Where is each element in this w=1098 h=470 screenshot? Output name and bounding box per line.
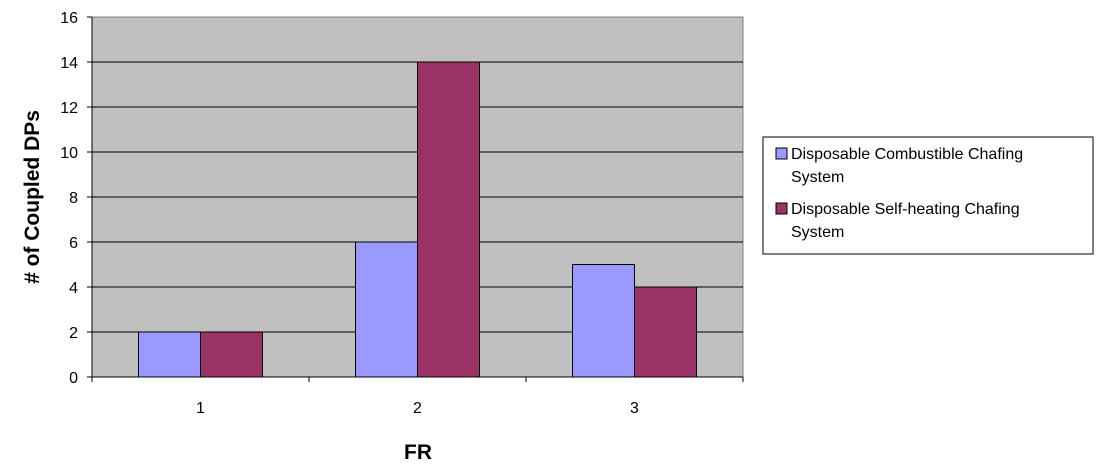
x-tick-label: 2 (413, 400, 422, 417)
bar (139, 332, 201, 377)
legend-swatch (776, 148, 787, 159)
y-tick-labels: 0 2 4 6 8 10 12 14 16 (60, 10, 78, 387)
legend-label: Disposable Combustible Chafing (791, 146, 1023, 163)
legend: Disposable Combustible Chafing System Disp… (763, 137, 1093, 254)
y-tick-label: 12 (60, 100, 78, 117)
bar (356, 242, 418, 377)
y-tick-label: 6 (69, 235, 78, 252)
bar (418, 62, 480, 377)
legend-label: System (791, 224, 844, 241)
bar (201, 332, 263, 377)
legend-swatch (776, 203, 787, 214)
bar (573, 265, 635, 378)
y-tick-label: 0 (69, 370, 78, 387)
y-tick-label: 8 (69, 190, 78, 207)
y-axis-title: # of Coupled DPs (21, 110, 44, 284)
x-tick-labels: 1 2 3 (196, 400, 639, 417)
y-tick-label: 14 (60, 55, 78, 72)
x-tick-label: 3 (630, 400, 639, 417)
legend-label: System (791, 169, 844, 186)
x-tick-label: 1 (196, 400, 205, 417)
x-axis-title: FR (404, 441, 432, 464)
y-tick-label: 10 (60, 145, 78, 162)
y-tick-label: 2 (69, 325, 78, 342)
legend-label: Disposable Self-heating Chafing (791, 201, 1020, 218)
y-tick-label: 16 (60, 10, 78, 27)
y-tick-label: 4 (69, 280, 78, 297)
bar (635, 287, 697, 377)
